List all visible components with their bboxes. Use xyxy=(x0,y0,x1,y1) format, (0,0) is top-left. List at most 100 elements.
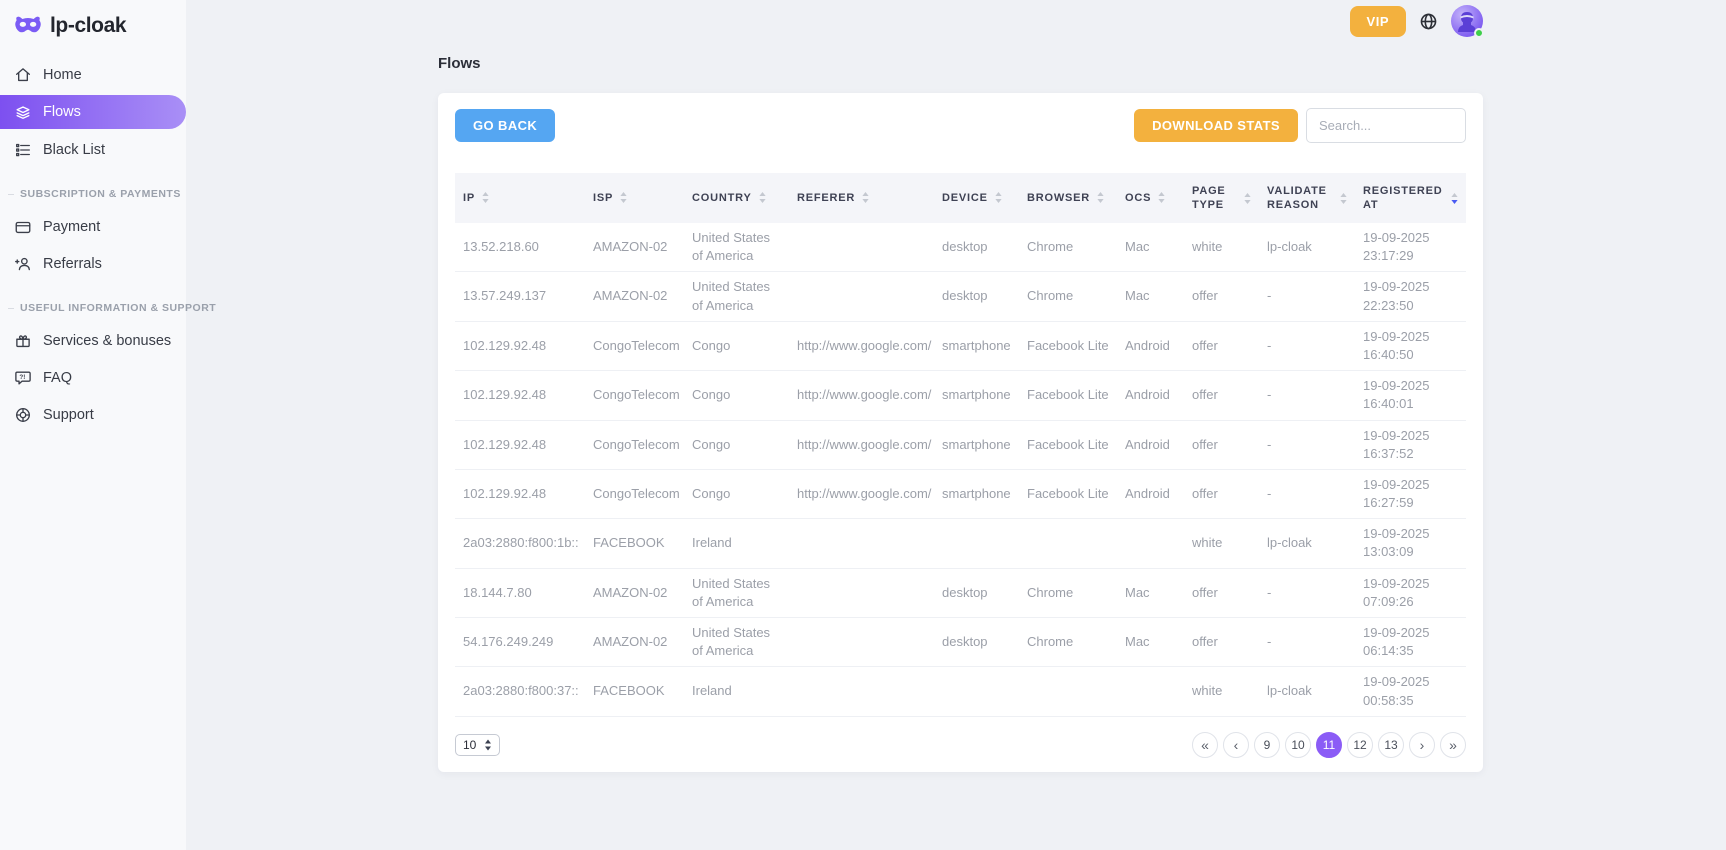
sidebar-item-referrals[interactable]: Referrals xyxy=(0,245,186,282)
column-label: BROWSER xyxy=(1027,191,1091,204)
column-header-country[interactable]: COUNTRY xyxy=(684,173,789,223)
cell-country: Ireland xyxy=(684,518,789,569)
cell-isp: CongoTelecom xyxy=(585,469,684,520)
sidebar-item-faq[interactable]: ?! FAQ xyxy=(0,359,186,396)
cell-ocs: Mac xyxy=(1117,271,1184,322)
cell-referer: http://www.google.com/ xyxy=(789,469,934,520)
cell-isp: AMAZON-02 xyxy=(585,568,684,619)
flows-icon xyxy=(16,106,30,119)
cell-country: United States of America xyxy=(684,223,789,273)
column-header-isp[interactable]: ISP xyxy=(585,173,684,223)
cell-device xyxy=(934,666,1019,717)
table-row: 102.129.92.48 CongoTelecom Congo http://www… xyxy=(455,420,1466,470)
cell-page_type: offer xyxy=(1184,568,1259,619)
globe-icon xyxy=(1420,13,1437,29)
column-header-referer[interactable]: REFERER xyxy=(789,173,934,223)
cell-validate_reason: lp-cloak xyxy=(1259,223,1355,273)
select-arrows-icon xyxy=(485,739,492,751)
credit-card-icon xyxy=(15,221,31,233)
page-size-select[interactable]: 10 xyxy=(455,733,501,756)
table-row: 102.129.92.48 CongoTelecom Congo http://www… xyxy=(455,469,1466,520)
pagination-page-12[interactable]: 12 xyxy=(1347,731,1373,758)
sort-icon xyxy=(862,192,869,204)
column-header-page_type[interactable]: PAGE TYPE xyxy=(1184,173,1259,223)
column-header-browser[interactable]: BROWSER xyxy=(1019,173,1117,223)
sidebar-item-payment[interactable]: Payment xyxy=(0,208,186,245)
cell-validate_reason: - xyxy=(1259,420,1355,470)
cell-validate_reason: - xyxy=(1259,617,1355,668)
cell-page_type: offer xyxy=(1184,271,1259,322)
column-header-ip[interactable]: IP xyxy=(455,173,585,223)
cell-referer xyxy=(789,568,934,619)
column-header-validate_reason[interactable]: VALIDATE REASON xyxy=(1259,173,1355,223)
sidebar-item-label: Payment xyxy=(43,218,101,235)
sidebar-item-label: Home xyxy=(43,66,82,83)
sort-icon xyxy=(1340,192,1347,204)
column-header-ocs[interactable]: OCS xyxy=(1117,173,1184,223)
search-input[interactable] xyxy=(1306,108,1466,143)
column-label: OCS xyxy=(1125,191,1152,204)
sidebar-item-label: Support xyxy=(43,406,94,423)
cell-ip: 54.176.249.249 xyxy=(455,617,585,668)
cell-browser xyxy=(1019,518,1117,569)
svg-text:?!: ?! xyxy=(19,373,25,380)
brand-logo[interactable]: lp-cloak xyxy=(0,0,186,56)
cell-referer: http://www.google.com/ xyxy=(789,321,934,372)
table-row: 102.129.92.48 CongoTelecom Congo http://www… xyxy=(455,321,1466,372)
sidebar-item-support[interactable]: Support xyxy=(0,396,186,433)
cell-registered_at: 19-09-2025 00:58:35 xyxy=(1355,666,1466,717)
sort-icon xyxy=(620,192,627,204)
column-label: REFERER xyxy=(797,191,856,204)
pagination-last-button[interactable]: » xyxy=(1440,731,1466,758)
column-label: REGISTERED AT xyxy=(1363,184,1443,211)
download-stats-button[interactable]: DOWNLOAD STATS xyxy=(1134,109,1298,142)
gift-icon xyxy=(16,334,30,347)
go-back-button[interactable]: GO BACK xyxy=(455,109,556,142)
sidebar-item-black-list[interactable]: Black List xyxy=(0,131,186,168)
sort-icon xyxy=(1158,192,1165,204)
column-label: COUNTRY xyxy=(692,191,752,204)
vip-button[interactable]: VIP xyxy=(1349,5,1406,37)
cell-registered_at: 19-09-2025 22:23:50 xyxy=(1355,271,1466,322)
cell-isp: FACEBOOK xyxy=(585,666,684,717)
sidebar-item-label: Flows xyxy=(43,104,81,120)
table-row: 54.176.249.249 AMAZON-02 United States of … xyxy=(455,617,1466,668)
cell-isp: CongoTelecom xyxy=(585,420,684,470)
pagination-page-10[interactable]: 10 xyxy=(1285,731,1311,758)
pagination: «‹ 9 10 11 12 13 ›» xyxy=(1192,731,1466,758)
pagination-page-13[interactable]: 13 xyxy=(1378,731,1404,758)
cell-ocs: Mac xyxy=(1117,617,1184,668)
language-button[interactable] xyxy=(1419,12,1438,31)
cell-isp: FACEBOOK xyxy=(585,518,684,569)
cell-registered_at: 19-09-2025 16:40:01 xyxy=(1355,370,1466,421)
sidebar-item-services-bonuses[interactable]: Services & bonuses xyxy=(0,322,186,359)
page-title: Flows xyxy=(438,55,481,72)
column-header-registered_at[interactable]: REGISTERED AT xyxy=(1355,173,1466,223)
cell-referer xyxy=(789,518,934,569)
cell-device: smartphone xyxy=(934,469,1019,520)
pagination-page-9[interactable]: 9 xyxy=(1254,731,1280,758)
cell-ip: 18.144.7.80 xyxy=(455,568,585,619)
sort-icon xyxy=(1451,192,1458,204)
sort-icon xyxy=(1097,192,1104,204)
sidebar-item-home[interactable]: Home xyxy=(0,56,186,93)
sidebar-item-flows[interactable]: Flows xyxy=(0,95,186,129)
column-header-device[interactable]: DEVICE xyxy=(934,173,1019,223)
cell-device: smartphone xyxy=(934,420,1019,470)
pagination-prev-button[interactable]: ‹ xyxy=(1223,731,1249,758)
sidebar-item-label: Black List xyxy=(43,141,106,158)
user-avatar[interactable] xyxy=(1451,5,1484,38)
cell-referer: http://www.google.com/ xyxy=(789,420,934,470)
column-label: PAGE TYPE xyxy=(1192,184,1226,211)
pagination-first-button[interactable]: « xyxy=(1192,731,1218,758)
topbar-actions: VIP xyxy=(1349,5,1484,38)
pagination-page-11[interactable]: 11 xyxy=(1316,731,1342,758)
pagination-next-button[interactable]: › xyxy=(1409,731,1435,758)
cell-validate_reason: - xyxy=(1259,469,1355,520)
cell-registered_at: 19-09-2025 16:37:52 xyxy=(1355,420,1466,470)
home-icon xyxy=(16,67,30,81)
cell-country: Congo xyxy=(684,469,789,520)
sort-icon xyxy=(995,192,1002,204)
cell-device xyxy=(934,518,1019,569)
cell-device: desktop xyxy=(934,271,1019,322)
